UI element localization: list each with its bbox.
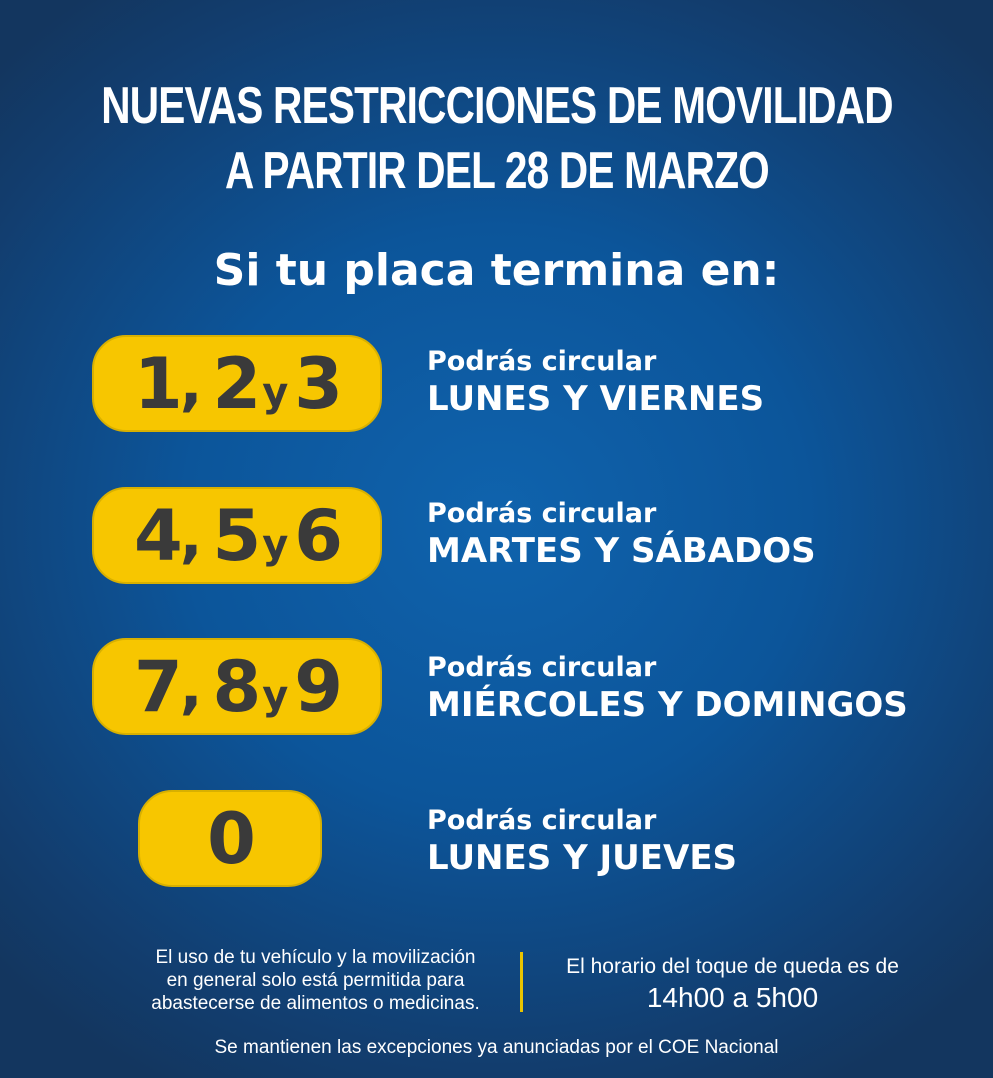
comma: , [179,651,203,722]
curfew-note: El horario del toque de queda es de 14h0… [535,955,930,1018]
comma: , [179,500,203,571]
usage-note-line: abastecerse de alimentos o medicinas. [151,993,480,1014]
curfew-label: El horario del toque de queda es de [566,955,899,978]
schedule-info-2: Podrás circular MARTES Y SÁBADOS [427,498,816,572]
digit: 5 [212,494,262,577]
schedule-info-1: Podrás circular LUNES Y VIERNES [427,346,764,420]
conjunction: y [262,369,289,416]
label: Podrás circular [427,346,657,377]
days: LUNES Y JUEVES [427,838,738,878]
digit: 2 [212,342,262,425]
days: LUNES Y VIERNES [427,379,765,419]
days: MARTES Y SÁBADOS [427,531,816,571]
conjunction: y [262,672,289,719]
label: Podrás circular [427,805,657,836]
label: Podrás circular [427,652,657,683]
usage-note-line: El uso de tu vehículo y la movilización [155,947,476,968]
schedule-info-4: Podrás circular LUNES Y JUEVES [427,805,737,879]
digit: 8 [212,645,262,728]
schedule-info-3: Podrás circular MIÉRCOLES Y DOMINGOS [427,652,908,726]
subtitle: Si tu placa termina en: [213,245,780,296]
label: Podrás circular [427,498,657,529]
digit: 9 [294,645,343,728]
usage-note: El uso de tu vehículo y la movilización … [118,946,513,1015]
days: MIÉRCOLES Y DOMINGOS [427,685,908,725]
digit: 6 [294,494,343,577]
conjunction: y [262,521,289,568]
curfew-hours: 14h00 a 5h00 [646,982,819,1013]
usage-note-line: en general solo está permitida para [166,970,465,991]
digit: 4 [133,494,183,577]
exceptions-note: Se mantienen las excepciones ya anunciad… [214,1037,779,1058]
digit: 3 [294,342,343,425]
digit: 0 [207,797,256,880]
plate-digits-pill-4: 0 [138,790,322,887]
title-line-2: A PARTIR DEL 28 DE MARZO [224,142,770,200]
divider [520,952,523,1012]
digit: 7 [133,645,183,728]
title-line-1: NUEVAS RESTRICCIONES DE MOVILIDAD [100,77,893,135]
digit: 1 [133,342,183,425]
comma: , [179,348,203,419]
